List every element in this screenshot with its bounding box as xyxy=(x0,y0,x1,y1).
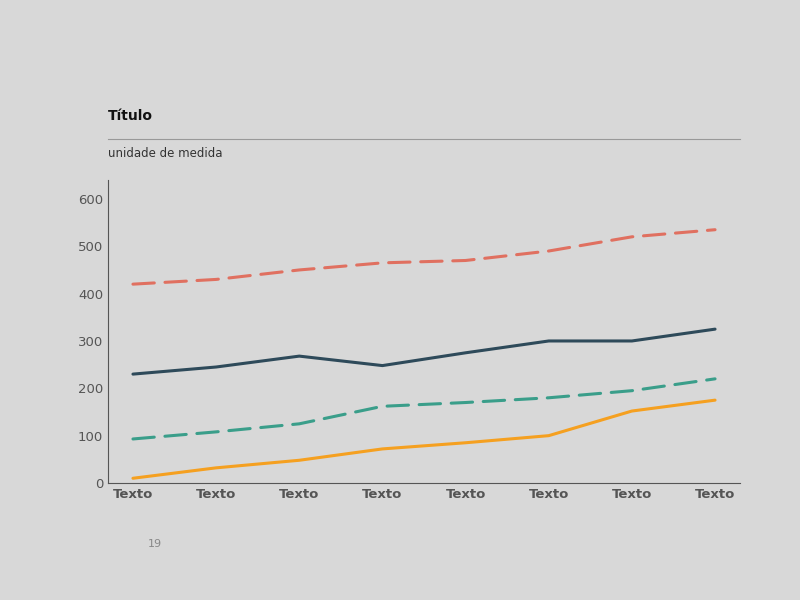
Text: 19: 19 xyxy=(148,539,162,549)
Text: unidade de medida: unidade de medida xyxy=(108,147,222,160)
Text: Título: Título xyxy=(108,109,153,123)
